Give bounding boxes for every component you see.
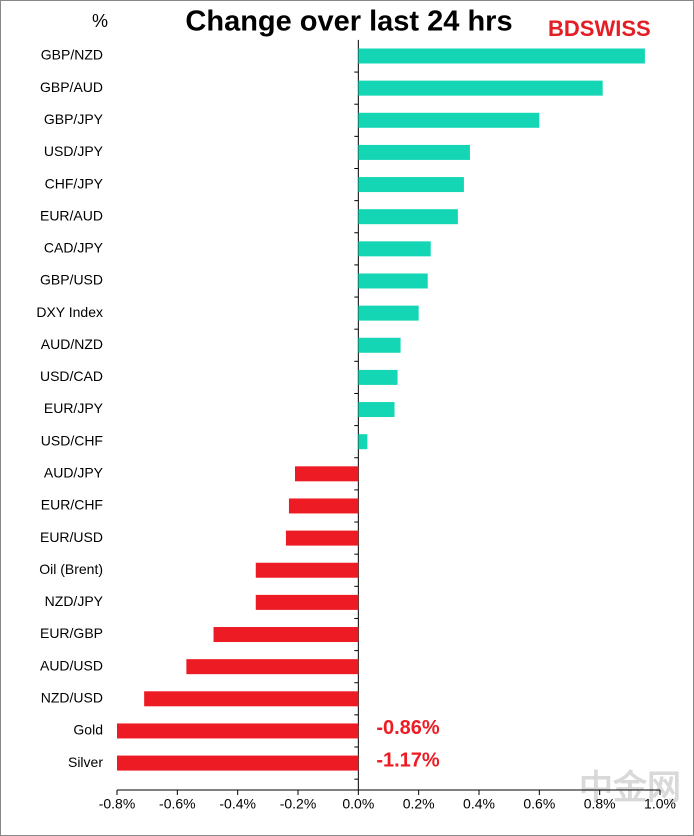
category-label: EUR/GBP (40, 625, 103, 641)
category-label: EUR/AUD (40, 207, 103, 223)
x-tick-label: 0.2% (403, 796, 435, 812)
x-tick-label: -0.2% (280, 796, 317, 812)
chart-title: Change over last 24 hrs (185, 6, 512, 38)
bar (358, 369, 398, 385)
x-tick-label: -0.6% (159, 796, 196, 812)
category-label: Silver (68, 754, 103, 770)
x-tick-label: 0.4% (463, 796, 495, 812)
bar (358, 273, 428, 289)
x-tick-label: 0.8% (584, 796, 616, 812)
category-label: EUR/JPY (44, 400, 104, 416)
category-label: GBP/NZD (41, 47, 103, 63)
unit-label: % (92, 11, 108, 31)
bar (358, 112, 540, 128)
category-label: DXY Index (36, 304, 103, 320)
value-label: -0.86% (376, 717, 440, 739)
logo: BDSWISS (548, 16, 651, 41)
bar (358, 48, 645, 64)
bar (358, 177, 464, 193)
bar (358, 402, 395, 418)
category-label: GBP/AUD (40, 79, 103, 95)
x-tick-label: 1.0% (644, 796, 676, 812)
bar (117, 755, 359, 771)
category-label: USD/CAD (40, 368, 103, 384)
bar (255, 594, 359, 610)
bar (358, 337, 401, 353)
x-tick-label: 0.0% (342, 796, 374, 812)
bar (294, 466, 359, 482)
x-tick-label: -0.8% (99, 796, 136, 812)
bars (117, 48, 645, 771)
bar (117, 723, 359, 739)
bar (288, 498, 359, 514)
category-label: NZD/USD (41, 690, 103, 706)
category-label: EUR/CHF (41, 497, 103, 513)
x-tick-label: 0.6% (523, 796, 555, 812)
category-label: GBP/JPY (44, 111, 104, 127)
bar (144, 691, 359, 707)
bar (213, 627, 359, 643)
bar (358, 209, 458, 225)
x-tick-label: -0.4% (219, 796, 256, 812)
bar (186, 659, 359, 675)
bar (358, 241, 431, 257)
category-label: AUD/USD (40, 657, 103, 673)
bar (255, 562, 359, 578)
category-label: Gold (73, 722, 103, 738)
bar (358, 305, 419, 321)
bar (358, 80, 603, 96)
category-label: GBP/USD (40, 272, 103, 288)
category-label: USD/JPY (44, 143, 104, 159)
bar (285, 530, 359, 546)
bar (358, 434, 368, 450)
watermark: 中金网 (579, 768, 681, 807)
category-label: USD/CHF (41, 432, 103, 448)
category-label: AUD/JPY (44, 465, 104, 481)
value-label: -1.17% (376, 749, 440, 771)
category-label: EUR/USD (40, 529, 103, 545)
category-label: CHF/JPY (45, 175, 104, 191)
bar (358, 144, 470, 160)
category-label: CAD/JPY (44, 240, 104, 256)
category-label: NZD/JPY (45, 593, 104, 609)
category-label: AUD/NZD (41, 336, 103, 352)
category-label: Oil (Brent) (39, 561, 103, 577)
